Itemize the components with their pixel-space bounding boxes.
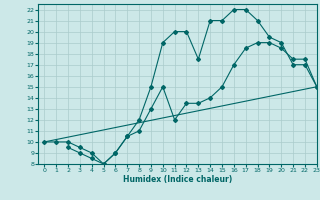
- X-axis label: Humidex (Indice chaleur): Humidex (Indice chaleur): [123, 175, 232, 184]
